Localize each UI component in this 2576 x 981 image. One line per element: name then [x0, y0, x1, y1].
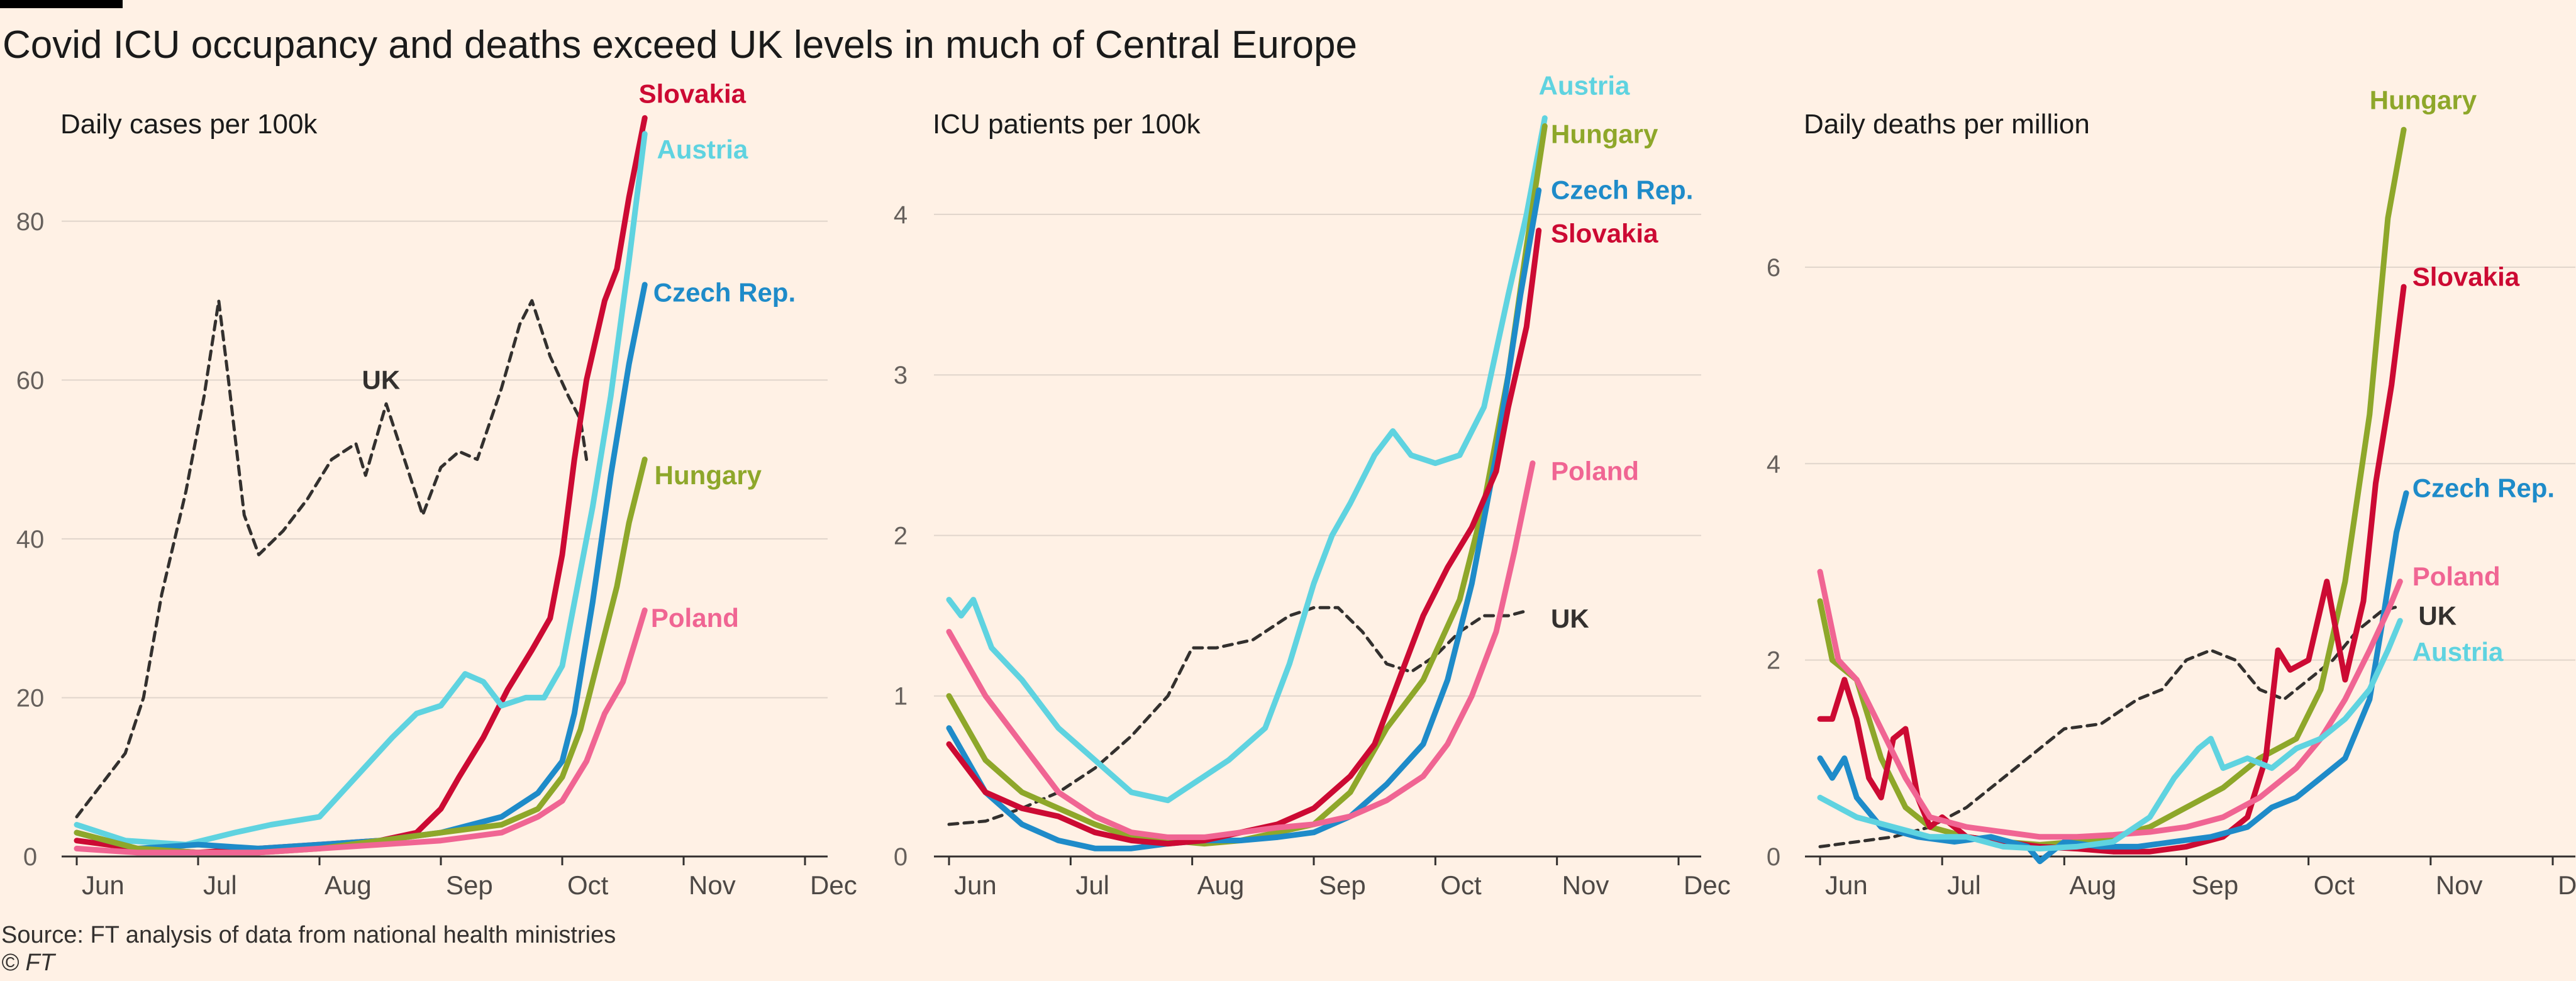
y-tick-label: 2: [1767, 647, 1780, 675]
x-tick-label: Aug: [1197, 870, 1245, 900]
y-tick-label: 3: [894, 362, 908, 389]
series-line-austria: [946, 115, 1548, 804]
series-label: UK: [2418, 601, 2457, 630]
y-tick-label: 2: [894, 522, 908, 550]
x-tick-label: Sep: [1319, 870, 1366, 900]
y-tick-label: 40: [16, 526, 45, 553]
y-tick-label: 4: [1767, 450, 1780, 478]
x-tick-label: Dec: [1684, 870, 1731, 900]
series-label: Poland: [2412, 562, 2501, 591]
series-line-slovakia: [1817, 284, 2407, 855]
series-label: Czech Rep.: [653, 277, 796, 307]
series-label: Slovakia: [1551, 219, 1658, 248]
panel-title: Daily cases per 100k: [60, 109, 318, 140]
panel-title: Daily deaths per million: [1804, 109, 2090, 140]
x-tick-label: Oct: [567, 870, 609, 900]
x-tick-label: Dec: [810, 870, 857, 900]
series-label: Hungary: [655, 460, 762, 490]
chart-title: Covid ICU occupancy and deaths exceed UK…: [3, 23, 1357, 67]
series-line-czech-rep: [74, 282, 648, 851]
series-line-austria: [74, 131, 648, 848]
series-label: Hungary: [1551, 119, 1658, 148]
y-tick-label: 80: [16, 208, 45, 236]
x-tick-label: Jul: [203, 870, 237, 900]
x-tick-label: Jun: [954, 870, 997, 900]
x-tick-label: Dec: [2558, 870, 2576, 900]
ft-brand-bar: [0, 0, 123, 8]
x-tick-label: Nov: [689, 870, 736, 900]
series-label: Poland: [1551, 456, 1639, 485]
y-tick-label: 6: [1767, 254, 1780, 282]
panel-title: ICU patients per 100k: [933, 109, 1201, 140]
series-label: Austria: [2412, 637, 2504, 667]
x-tick-label: Nov: [2436, 870, 2483, 900]
series-line-poland: [74, 607, 648, 856]
x-tick-label: Oct: [2314, 870, 2355, 900]
series-line-poland: [946, 460, 1536, 840]
series-label: Slovakia: [2412, 262, 2520, 292]
series-line-uk: [75, 299, 589, 819]
x-tick-label: Aug: [325, 870, 372, 900]
series-label: UK: [362, 365, 401, 394]
series-line-czech-rep: [946, 187, 1542, 851]
x-tick-label: Oct: [1440, 870, 1482, 900]
y-tick-label: 20: [16, 684, 45, 712]
x-tick-label: Jun: [1825, 870, 1868, 900]
series-label: Austria: [657, 135, 748, 164]
y-tick-label: 1: [894, 683, 908, 711]
y-tick-label: 60: [16, 367, 45, 394]
series-label: Poland: [651, 603, 739, 633]
series-line-poland: [1817, 568, 2403, 840]
series-label: Hungary: [2370, 85, 2477, 114]
x-tick-label: Nov: [1562, 870, 1609, 900]
series-line-slovakia: [946, 228, 1542, 847]
series-line-austria: [1817, 618, 2403, 851]
y-tick-label: 0: [23, 843, 37, 871]
x-tick-label: Jul: [1947, 870, 1981, 900]
x-tick-label: Sep: [446, 870, 493, 900]
source-note: Source: FT analysis of data from nationa…: [1, 922, 616, 948]
x-tick-label: Jun: [82, 870, 125, 900]
series-line-uk: [947, 606, 1528, 826]
x-tick-label: Aug: [2069, 870, 2116, 900]
x-tick-label: Sep: [2192, 870, 2239, 900]
y-tick-label: 0: [894, 843, 908, 871]
series-label: Austria: [1539, 71, 1630, 101]
series-label: Slovakia: [639, 79, 747, 109]
x-tick-label: Jul: [1075, 870, 1109, 900]
copyright-note: © FT: [1, 950, 55, 976]
series-label: UK: [1551, 604, 1589, 633]
y-tick-label: 0: [1767, 843, 1780, 871]
y-tick-label: 4: [894, 201, 908, 229]
series-label: Czech Rep.: [1551, 175, 1693, 205]
series-label: Czech Rep.: [2412, 473, 2555, 502]
